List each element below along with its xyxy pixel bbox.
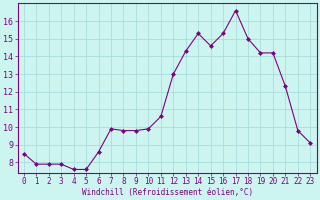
X-axis label: Windchill (Refroidissement éolien,°C): Windchill (Refroidissement éolien,°C) <box>82 188 253 197</box>
